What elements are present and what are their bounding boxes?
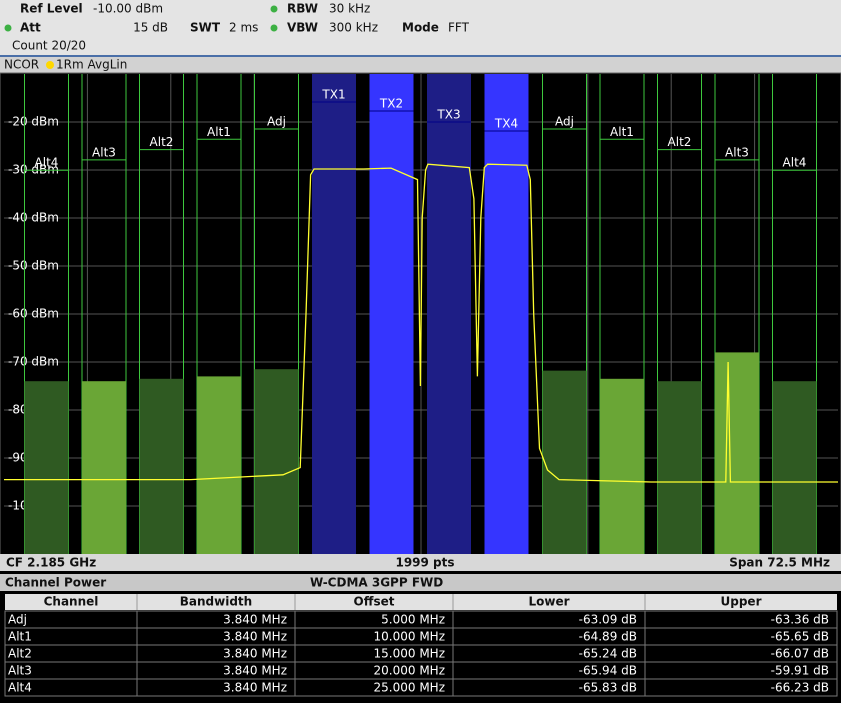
channel-bar [715,352,759,554]
table-cell: -66.07 dB [771,647,829,661]
channel-label: Alt2 [668,135,692,149]
tx-label: TX3 [436,108,460,122]
table-cell: Alt1 [8,630,32,644]
center-frequency: CF 2.185 GHz [6,556,96,570]
tx-label: TX1 [321,88,345,102]
table-cell: 20.000 MHz [374,664,445,678]
table-cell: -59.91 dB [771,664,829,678]
table-cell: 5.000 MHz [381,613,445,627]
y-tick-label: -40 dBm [8,211,59,225]
table-cell: 15.000 MHz [374,647,445,661]
table-cell: 3.840 MHz [223,664,287,678]
channel-bar [772,381,817,554]
y-tick-label: -20 dBm [8,115,59,129]
y-tick-label: -30 dBm [8,163,59,177]
table-standard: W-CDMA 3GPP FWD [310,576,443,590]
channel-label: Adj [267,115,286,129]
column-header: Offset [354,595,395,609]
label: VBW [287,21,318,35]
table-cell: -66.23 dB [771,681,829,695]
table-cell: Alt4 [8,681,32,695]
channel-bar [254,369,299,554]
table-title-bar [0,574,841,591]
header-bg [0,0,841,56]
channel-label: Alt3 [725,145,749,159]
table-cell: 3.840 MHz [223,647,287,661]
window-name: NCOR [4,58,39,72]
label: RBW [287,2,318,16]
column-header: Bandwidth [180,595,252,609]
points: 1999 pts [395,556,454,570]
label: Att [20,21,41,35]
y-tick-label: -70 dBm [8,355,59,369]
table-cell: 25.000 MHz [374,681,445,695]
value: -10.00 dBm [93,2,163,16]
channel-bar [600,378,644,554]
tx-label: TX4 [494,117,518,131]
channel-label: Alt1 [207,125,231,139]
table-cell: Alt2 [8,647,32,661]
status-dot [4,24,12,32]
trace-name: 1Rm AvgLin [56,58,127,72]
channel-bar [82,381,126,554]
footer-bar [0,554,841,571]
column-header: Upper [721,595,762,609]
table-cell: Alt3 [8,664,32,678]
tx-channel [484,74,529,554]
table-cell: 3.840 MHz [223,681,287,695]
table-cell: 3.840 MHz [223,630,287,644]
column-header: Channel [44,595,99,609]
channel-label: Alt3 [92,145,116,159]
table-cell: -65.24 dB [579,647,637,661]
channel-bar [139,378,184,554]
table-cell: -65.83 dB [579,681,637,695]
y-tick-label: -60 dBm [8,307,59,321]
table-cell: -63.09 dB [579,613,637,627]
channel-label: Alt4 [783,156,807,170]
table-row [4,678,838,697]
channel-label: Alt4 [35,156,59,170]
separator [0,55,841,57]
channel-bar [657,381,702,554]
channel-label: Adj [555,115,574,129]
label: Mode [402,21,439,35]
trace-dot [46,61,54,69]
table-title: Channel Power [5,576,106,590]
label: Ref Level [20,2,83,16]
table-cell: -65.65 dB [771,630,829,644]
column-header: Lower [528,595,569,609]
channel-label: Alt1 [610,125,634,139]
table-cell: 10.000 MHz [374,630,445,644]
status-dot [270,5,278,13]
table-cell: Adj [8,613,27,627]
channel-bar [542,370,587,554]
span: Span 72.5 MHz [729,556,830,570]
table-cell: -65.94 dB [579,664,637,678]
tx-label: TX2 [379,97,403,111]
value: 300 kHz [329,21,378,35]
trace [4,163,838,483]
tx-channel [312,74,356,554]
label: SWT [190,21,221,35]
table-cell: -64.89 dB [579,630,637,644]
status-dot [270,24,278,32]
value: Count 20/20 [12,39,86,53]
channel-bar [24,381,69,554]
y-tick-label: -50 dBm [8,259,59,273]
channel-label: Alt2 [150,135,174,149]
table-header-bg [5,594,837,610]
value: 30 kHz [329,2,370,16]
value: FFT [448,21,470,35]
value: 15 dB [133,21,168,35]
tx-channel [369,74,414,554]
window-bar [0,57,841,73]
tx-channel [427,74,471,554]
value: 2 ms [229,21,258,35]
table-cell: 3.840 MHz [223,613,287,627]
channel-bar [197,376,241,554]
table-cell: -63.36 dB [771,613,829,627]
